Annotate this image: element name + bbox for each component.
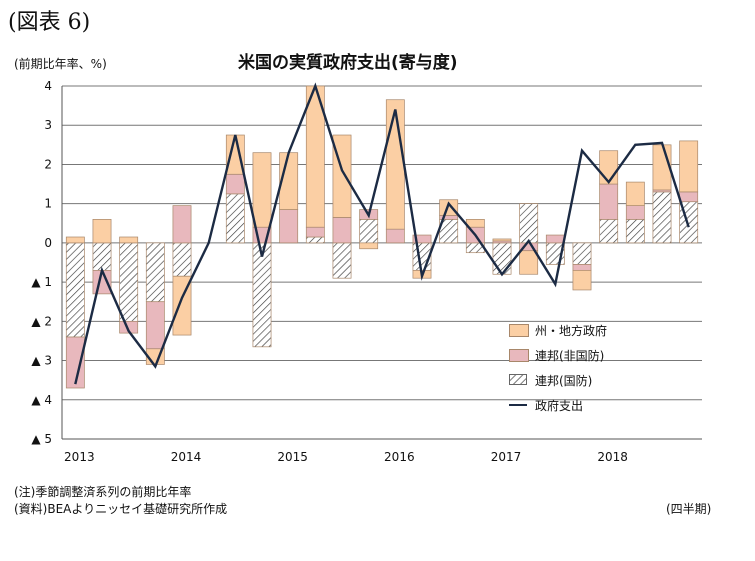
legend-item-state-local: 州・地方政府 xyxy=(500,318,650,343)
figure-label: (図表 6) xyxy=(8,10,91,35)
total-spending-line xyxy=(74,82,690,385)
bar-segment xyxy=(92,242,112,271)
legend: 州・地方政府 連邦(非国防) 連邦(国防) 政府支出 xyxy=(500,318,650,418)
bar-segment xyxy=(145,242,165,303)
y-tick-label: 1 xyxy=(44,197,52,211)
bar-segment xyxy=(385,228,405,244)
bar-segment xyxy=(599,183,619,220)
footnote-note: (注)季節調整済系列の前期比年率 xyxy=(14,485,192,499)
x-tick-label: 2017 xyxy=(491,450,522,464)
bar-segment xyxy=(599,150,619,185)
bar-segment xyxy=(279,209,299,244)
bar-segment xyxy=(412,234,432,244)
bar-segment xyxy=(252,152,272,228)
bar-segment xyxy=(492,242,512,275)
bar-segment xyxy=(119,242,139,322)
bar-segment xyxy=(385,99,405,230)
bar-segment xyxy=(652,144,672,191)
y-tick-label: ▲ 1 xyxy=(31,275,52,289)
bar-segment xyxy=(65,336,85,389)
legend-label-federal-nondefense: 連邦(非国防) xyxy=(535,349,605,363)
legend-label-total: 政府支出 xyxy=(535,399,584,413)
bar-segment xyxy=(599,219,619,244)
y-tick-label: 0 xyxy=(44,236,52,250)
bar-segment xyxy=(679,140,699,193)
bar-segment xyxy=(492,238,512,242)
bar-segment xyxy=(679,191,699,203)
legend-item-total: 政府支出 xyxy=(500,393,650,418)
bar-segment xyxy=(625,219,645,244)
y-tick-label: 3 xyxy=(44,118,52,132)
bar-segment xyxy=(252,242,272,348)
bar-segment xyxy=(545,234,565,244)
bar-segment xyxy=(625,181,645,206)
y-axis-unit-label: (前期比年率、%) xyxy=(14,57,107,71)
bar-segment xyxy=(119,236,139,244)
chart-title: 米国の実質政府支出(寄与度) xyxy=(238,53,458,73)
x-tick-label: 2015 xyxy=(277,450,308,464)
bar-segment xyxy=(572,242,592,265)
bar-segment xyxy=(332,242,352,279)
x-tick-label: 2016 xyxy=(384,450,415,464)
y-tick-label: ▲ 2 xyxy=(31,314,52,328)
bar-segment xyxy=(145,301,165,350)
bar-segment xyxy=(332,217,352,244)
bar-segment xyxy=(359,219,379,244)
x-tick-label: 2014 xyxy=(171,450,202,464)
legend-item-federal-nondefense: 連邦(非国防) xyxy=(500,343,650,368)
footnote-source: (資料)BEAよりニッセイ基礎研究所作成 xyxy=(14,502,228,516)
bar-segment xyxy=(572,264,592,271)
bar-segment xyxy=(625,205,645,220)
bar-segment xyxy=(65,236,85,244)
bar-segment xyxy=(519,203,539,244)
y-tick-label: 2 xyxy=(44,157,52,171)
bar-segment xyxy=(119,320,139,334)
legend-label-federal-defense: 連邦(国防) xyxy=(535,374,593,388)
y-tick-label: ▲ 4 xyxy=(31,393,52,407)
legend-swatch-federal-nondefense xyxy=(509,349,529,362)
x-axis-period-label: (四半期) xyxy=(666,502,712,516)
legend-swatch-total-line xyxy=(509,404,527,406)
legend-label-state-local: 州・地方政府 xyxy=(535,324,608,338)
legend-swatch-federal-defense xyxy=(509,374,527,385)
bar-segment xyxy=(225,173,245,195)
bar-segment xyxy=(519,250,539,275)
bar-segment xyxy=(172,205,192,244)
bar-segment xyxy=(305,226,325,238)
y-tick-label: 4 xyxy=(44,79,52,93)
bar-segment xyxy=(92,219,112,244)
y-tick-label: ▲ 5 xyxy=(31,432,52,446)
bar-segment xyxy=(652,191,672,244)
x-tick-label: 2018 xyxy=(597,450,628,464)
bar-segment xyxy=(359,242,379,250)
y-tick-label: ▲ 3 xyxy=(31,354,52,368)
bar-segment xyxy=(305,236,325,244)
bar-segment xyxy=(572,269,592,291)
bar-segment xyxy=(172,242,192,277)
legend-swatch-state-local xyxy=(509,324,529,337)
bar-segment xyxy=(65,242,85,338)
x-tick-label: 2013 xyxy=(64,450,95,464)
legend-item-federal-defense: 連邦(国防) xyxy=(500,368,650,393)
bar-segment xyxy=(439,199,459,216)
bar-segment xyxy=(225,193,245,244)
